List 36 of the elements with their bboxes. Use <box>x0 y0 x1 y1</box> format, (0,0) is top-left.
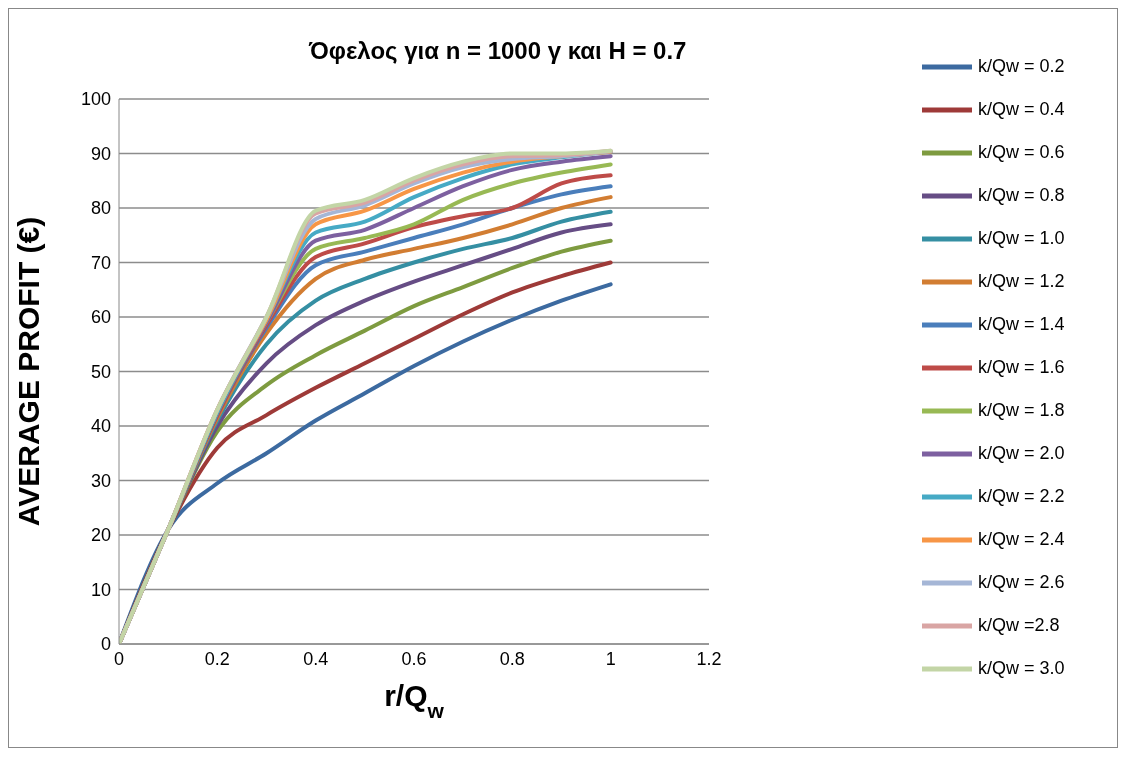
legend-label: k/Qw = 1.6 <box>978 357 1065 378</box>
x-tick-label: 1 <box>605 648 616 669</box>
y-tick-label: 100 <box>80 89 111 110</box>
legend-label: k/Qw = 3.0 <box>978 658 1065 679</box>
y-tick-label: 30 <box>90 470 111 491</box>
x-tick-label: 0.8 <box>499 648 525 669</box>
legend-label: k/Qw = 1.0 <box>978 228 1065 249</box>
chart-title: Όφελος για n = 1000 γ και H = 0.7 <box>309 37 688 65</box>
legend-label: k/Qw = 2.6 <box>978 572 1065 593</box>
x-tick-label: 1.2 <box>696 648 722 669</box>
y-tick-label: 70 <box>90 252 111 273</box>
legend-label: k/Qw = 0.6 <box>978 142 1065 163</box>
y-tick-label: 90 <box>90 143 111 164</box>
x-axis-title: r/Q$_{w}$ <box>384 679 445 722</box>
legend-label: k/Qw =2.8 <box>978 615 1060 636</box>
x-tick-label: 0 <box>113 648 125 669</box>
x-tick-label: 0.2 <box>204 648 230 669</box>
legend-label: k/Qw = 2.2 <box>978 486 1065 507</box>
y-tick-label: 10 <box>90 579 111 600</box>
y-axis-title: AVERAGE PROFIT (€) <box>12 216 45 527</box>
legend-label: k/Qw = 0.4 <box>978 99 1065 120</box>
legend-label: k/Qw = 1.8 <box>978 400 1065 421</box>
legend-label: k/Qw = 2.0 <box>978 443 1065 464</box>
y-tick-label: 20 <box>90 525 111 546</box>
y-tick-label: 40 <box>90 416 111 437</box>
y-tick-label: 80 <box>90 198 111 219</box>
legend-label: k/Qw = 1.4 <box>978 314 1065 335</box>
legend-label: k/Qw = 1.2 <box>978 271 1065 292</box>
y-tick-label: 0 <box>100 634 111 655</box>
y-tick-label: 50 <box>90 361 111 382</box>
x-tick-label: 0.4 <box>303 648 329 669</box>
legend-label: k/Qw = 0.8 <box>978 185 1065 206</box>
y-tick-label: 60 <box>90 307 111 328</box>
legend-label: k/Qw = 0.2 <box>978 56 1065 77</box>
legend-label: k/Qw = 2.4 <box>978 529 1065 550</box>
x-tick-label: 0.6 <box>401 648 427 669</box>
